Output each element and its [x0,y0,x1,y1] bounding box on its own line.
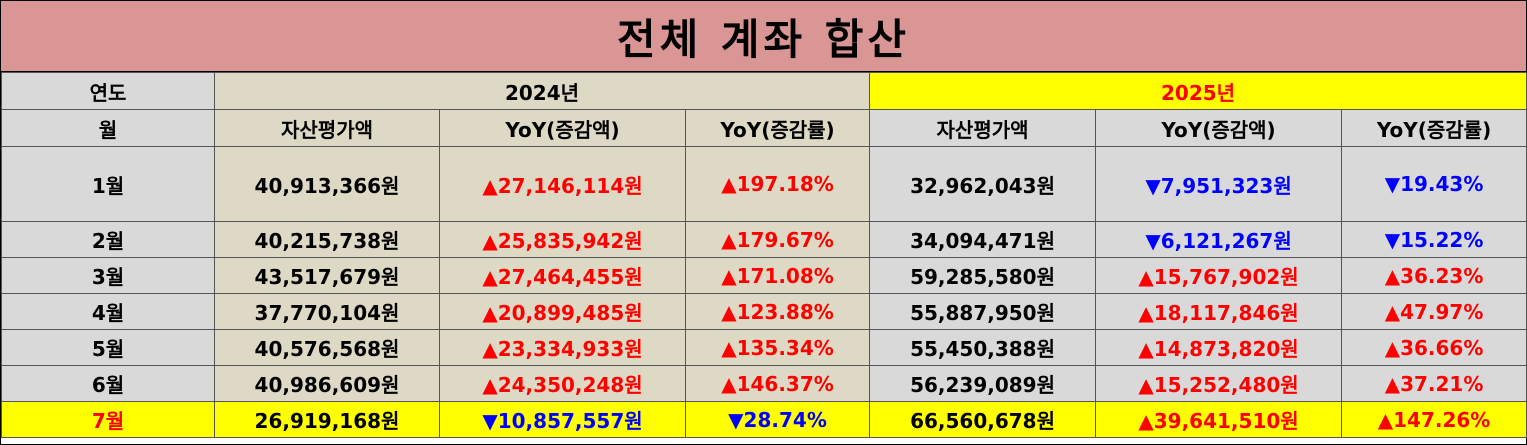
yoy-rate-2024-cell[interactable]: ▲135.34% [684,329,871,366]
yoy-rate-2025-cell[interactable]: ▲37.21% [1341,365,1527,402]
asset-2024-cell[interactable]: 26,919,168원 [214,401,440,438]
asset-2025-cell[interactable]: 59,285,580원 [869,257,1097,294]
table-row: 4월 37,770,104원 ▲20,899,485원 ▲123.88% 55,… [1,293,1527,330]
col-asset-2025[interactable]: 자산평가액 [869,109,1097,147]
asset-2024-cell[interactable]: 43,517,679원 [214,257,440,294]
table-row: 6월 40,986,609원 ▲24,350,248원 ▲146.37% 56,… [1,365,1527,402]
table-row: 2월 40,215,738원 ▲25,835,942원 ▲179.67% 34,… [1,221,1527,258]
yoy-amount-2025-cell[interactable]: ▲15,767,902원 [1095,257,1343,294]
month-cell[interactable]: 5월 [1,329,215,366]
month-label-cell[interactable]: 월 [1,109,215,147]
asset-2025-cell[interactable]: 34,094,471원 [869,221,1097,258]
month-cell[interactable]: 6월 [1,365,215,402]
year-2024-cell[interactable]: 2024년 [213,72,871,110]
year-label-cell[interactable]: 연도 [1,72,215,110]
month-cell[interactable]: 1월 [1,146,215,222]
month-cell[interactable]: 7월 [1,401,215,438]
yoy-rate-2025-cell[interactable]: ▼15.22% [1341,221,1527,258]
sheet-title[interactable]: 전체 계좌 합산 [1,1,1526,72]
table-row: 3월 43,517,679원 ▲27,464,455원 ▲171.08% 59,… [1,257,1527,294]
yoy-rate-2025-cell[interactable]: ▼19.43% [1341,146,1527,222]
yoy-amount-2024-cell[interactable]: ▲25,835,942원 [439,221,686,258]
asset-2024-cell[interactable]: 40,913,366원 [214,146,440,222]
asset-2024-cell[interactable]: 40,215,738원 [214,221,440,258]
table-row: 1월 40,913,366원 ▲27,146,114원 ▲197.18% 32,… [1,146,1527,222]
yoy-amount-2025-cell[interactable]: ▲15,252,480원 [1095,365,1343,402]
asset-2025-cell[interactable]: 32,962,043원 [869,146,1097,222]
month-cell[interactable]: 3월 [1,257,215,294]
yoy-amount-2024-cell[interactable]: ▲27,146,114원 [439,146,686,222]
table-row-highlighted: 7월 26,919,168원 ▼10,857,557원 ▼28.74% 66,5… [1,401,1527,438]
yoy-rate-2025-cell[interactable]: ▲147.26% [1341,401,1527,438]
yoy-amount-2024-cell[interactable]: ▲23,334,933원 [439,329,686,366]
yoy-rate-2024-cell[interactable]: ▼28.74% [684,401,871,438]
asset-2025-cell[interactable]: 66,560,678원 [869,401,1097,438]
col-asset-2024[interactable]: 자산평가액 [214,109,440,147]
yoy-amount-2024-cell[interactable]: ▲20,899,485원 [439,293,686,330]
asset-2024-cell[interactable]: 40,576,568원 [214,329,440,366]
yoy-rate-2025-cell[interactable]: ▲36.23% [1341,257,1527,294]
col-yoy-amount-2025[interactable]: YoY(증감액) [1095,109,1343,147]
table-row: 5월 40,576,568원 ▲23,334,933원 ▲135.34% 55,… [1,329,1527,366]
year-2025-cell[interactable]: 2025년 [869,72,1527,110]
yoy-rate-2024-cell[interactable]: ▲123.88% [684,293,871,330]
yoy-amount-2024-cell[interactable]: ▼10,857,557원 [439,401,686,438]
yoy-amount-2025-cell[interactable]: ▼6,121,267원 [1095,221,1343,258]
yoy-rate-2025-cell[interactable]: ▲36.66% [1341,329,1527,366]
yoy-rate-2025-cell[interactable]: ▲47.97% [1341,293,1527,330]
asset-2025-cell[interactable]: 55,450,388원 [869,329,1097,366]
month-cell[interactable]: 4월 [1,293,215,330]
yoy-amount-2024-cell[interactable]: ▲27,464,455원 [439,257,686,294]
asset-2025-cell[interactable]: 56,239,089원 [869,365,1097,402]
col-yoy-rate-2025[interactable]: YoY(증감률) [1341,109,1527,147]
asset-2025-cell[interactable]: 55,887,950원 [869,293,1097,330]
yoy-amount-2024-cell[interactable]: ▲24,350,248원 [439,365,686,402]
yoy-amount-2025-cell[interactable]: ▲39,641,510원 [1095,401,1343,438]
yoy-amount-2025-cell[interactable]: ▲14,873,820원 [1095,329,1343,366]
yoy-amount-2025-cell[interactable]: ▼7,951,323원 [1095,146,1343,222]
asset-2024-cell[interactable]: 40,986,609원 [214,365,440,402]
yoy-rate-2024-cell[interactable]: ▲171.08% [684,257,871,294]
month-cell[interactable]: 2월 [1,221,215,258]
yoy-amount-2025-cell[interactable]: ▲18,117,846원 [1095,293,1343,330]
yoy-rate-2024-cell[interactable]: ▲146.37% [684,365,871,402]
col-yoy-rate-2024[interactable]: YoY(증감률) [684,109,871,147]
column-header-row: 월 자산평가액 YoY(증감액) YoY(증감률) 자산평가액 YoY(증감액)… [1,109,1527,147]
col-yoy-amount-2024[interactable]: YoY(증감액) [439,109,686,147]
yoy-rate-2024-cell[interactable]: ▲179.67% [684,221,871,258]
yoy-rate-2024-cell[interactable]: ▲197.18% [684,146,871,222]
year-header-row: 연도 2024년 2025년 [1,72,1527,110]
asset-2024-cell[interactable]: 37,770,104원 [214,293,440,330]
summary-table: 연도 2024년 2025년 월 자산평가액 YoY(증감액) YoY(증감률)… [1,72,1527,438]
